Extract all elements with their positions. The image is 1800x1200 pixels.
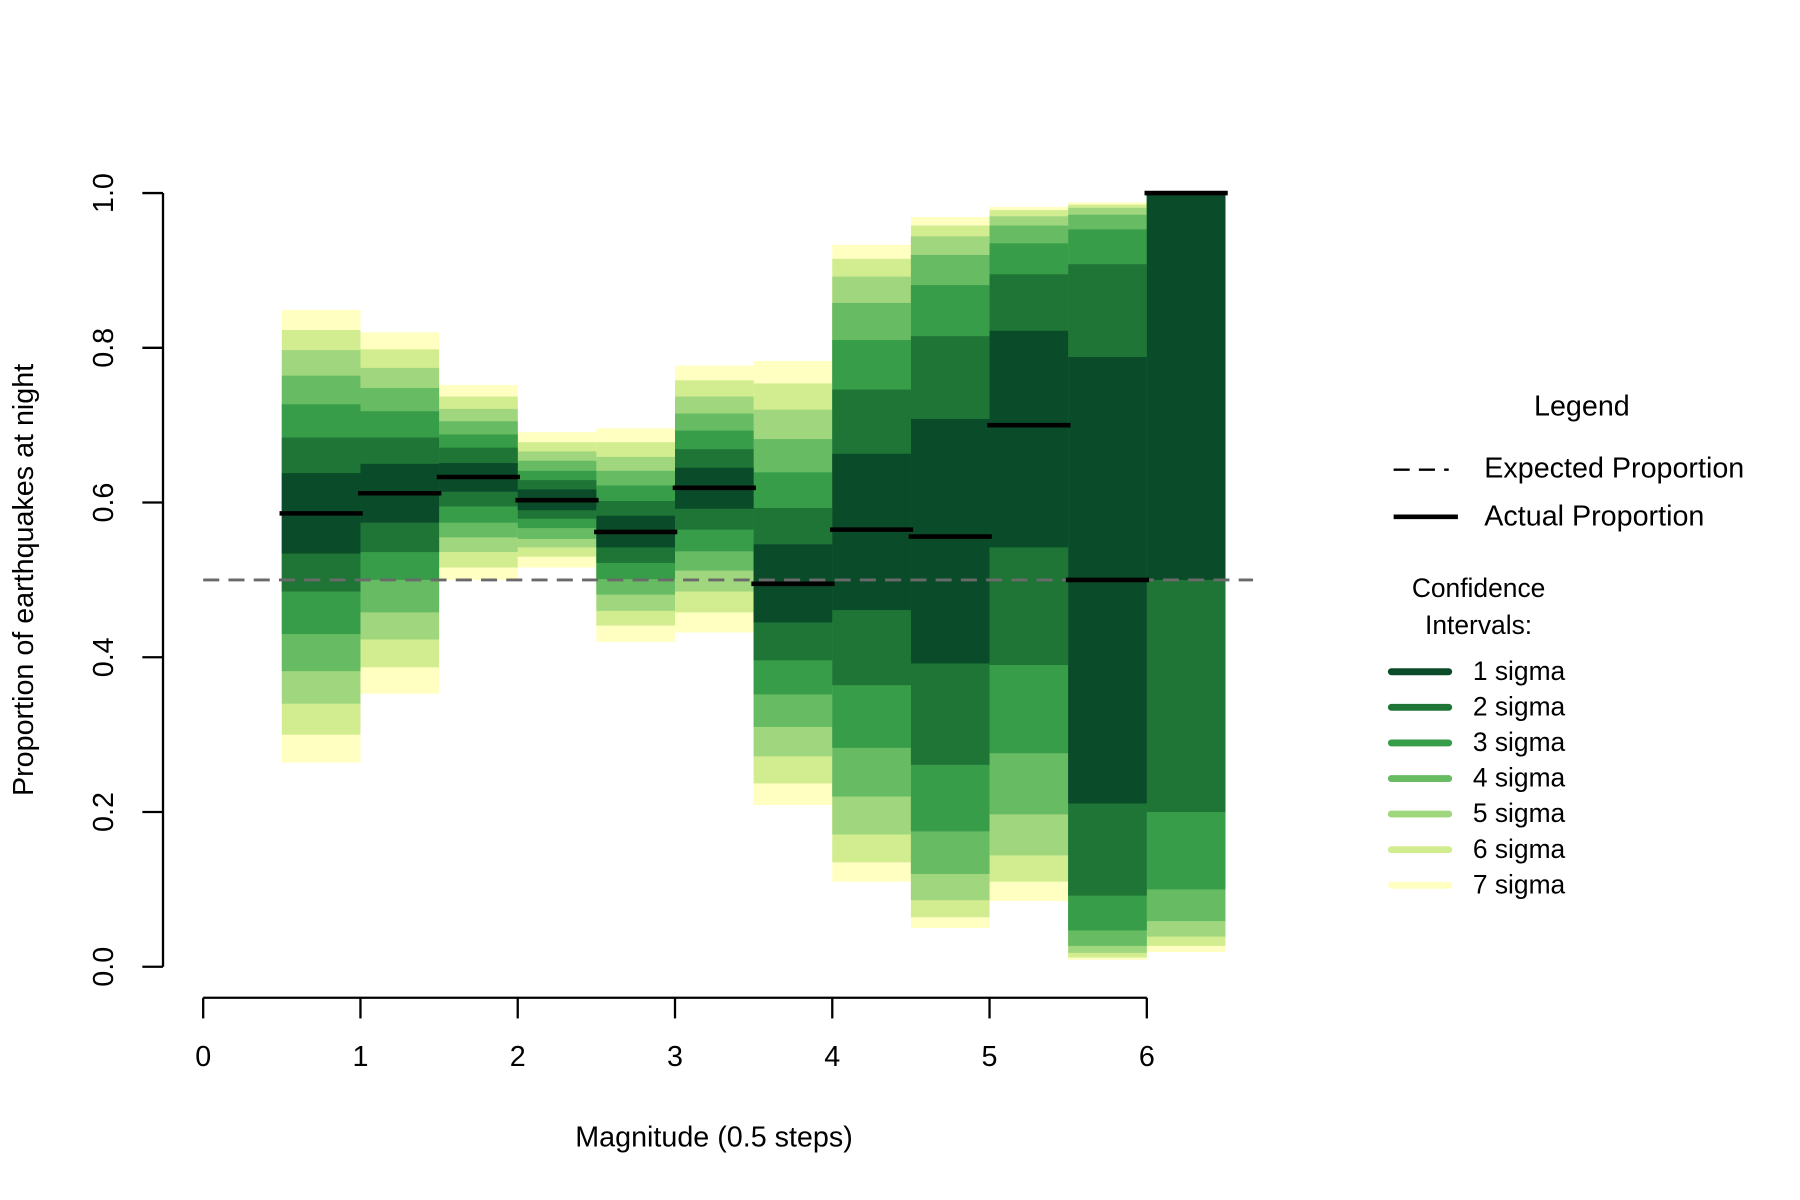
ci-title: Confidence [1412, 573, 1546, 603]
y-tick-label: 0.2 [88, 792, 120, 832]
y-tick-label: 1.0 [88, 173, 120, 213]
legend-label: 1 sigma [1473, 656, 1566, 686]
y-tick-label: 0.8 [88, 328, 120, 368]
legend-label: 3 sigma [1473, 727, 1566, 757]
x-tick-label: 3 [667, 1041, 683, 1073]
interval-band [1146, 193, 1226, 580]
interval-band [910, 418, 990, 664]
y-tick-label: 0.4 [88, 637, 120, 677]
y-tick-label: 0.6 [88, 483, 120, 523]
x-tick-label: 1 [352, 1041, 368, 1073]
y-axis-label: Proportion of earthquakes at night [8, 364, 40, 796]
x-axis-label: Magnitude (0.5 steps) [575, 1122, 852, 1154]
legend-label: 2 sigma [1473, 691, 1566, 721]
legend-title: Legend [1534, 390, 1630, 422]
legend-label: 4 sigma [1473, 763, 1566, 793]
x-tick-label: 0 [195, 1041, 211, 1073]
x-tick-label: 4 [824, 1041, 840, 1073]
y-tick-label: 0.0 [88, 947, 120, 987]
x-tick-label: 6 [1139, 1041, 1155, 1073]
legend-label: 6 sigma [1473, 834, 1566, 864]
interval-band [989, 330, 1069, 548]
legend-label: Actual Proportion [1484, 500, 1704, 532]
legend-label: 5 sigma [1473, 798, 1566, 828]
x-tick-label: 2 [510, 1041, 526, 1073]
legend-label: 7 sigma [1473, 869, 1566, 899]
legend-label: Expected Proportion [1484, 452, 1744, 484]
x-tick-label: 5 [982, 1041, 998, 1073]
interval-band [832, 453, 911, 611]
ci-title: Intervals: [1425, 610, 1532, 640]
